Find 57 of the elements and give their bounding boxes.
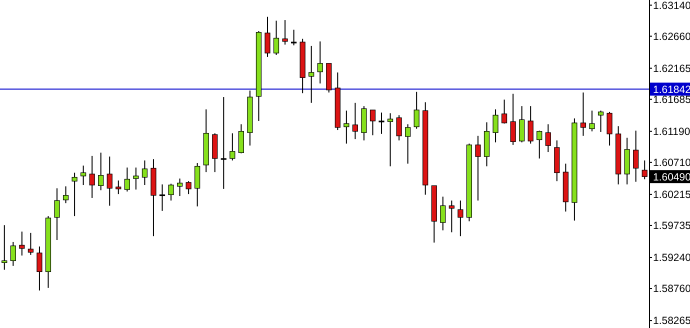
candlestick bbox=[80, 165, 86, 186]
candlestick bbox=[133, 167, 139, 190]
candlestick bbox=[344, 110, 350, 144]
candlestick bbox=[396, 114, 402, 141]
candlestick bbox=[405, 124, 411, 164]
candlestick bbox=[291, 29, 297, 46]
candlestick bbox=[589, 110, 595, 132]
candlestick bbox=[186, 180, 192, 195]
candlestick bbox=[36, 246, 42, 291]
candlestick bbox=[598, 110, 604, 132]
candlestick bbox=[142, 160, 148, 186]
candlestick bbox=[264, 16, 270, 58]
candlestick bbox=[28, 232, 34, 256]
candlestick bbox=[116, 180, 122, 195]
candlestick bbox=[89, 155, 95, 198]
candlestick bbox=[352, 102, 358, 140]
candlestick bbox=[212, 132, 218, 173]
candlestick bbox=[106, 156, 112, 206]
candlestick bbox=[519, 106, 525, 143]
candlestick bbox=[220, 96, 226, 190]
candlestick bbox=[168, 183, 174, 202]
candlestick bbox=[2, 224, 8, 270]
candlestick bbox=[317, 40, 323, 84]
candlestick bbox=[159, 184, 166, 212]
candlestick bbox=[536, 130, 542, 159]
candlestick bbox=[72, 172, 78, 217]
candlestick bbox=[510, 93, 516, 146]
candlestick bbox=[361, 106, 367, 141]
candlestick bbox=[475, 135, 481, 202]
candlestick bbox=[10, 241, 16, 266]
candlestick bbox=[458, 200, 464, 237]
candlestick bbox=[501, 99, 508, 124]
candlestick bbox=[282, 20, 288, 46]
candlestick bbox=[492, 108, 498, 143]
candlestick bbox=[308, 45, 314, 104]
candlestick bbox=[440, 196, 446, 231]
candlestick bbox=[448, 200, 454, 233]
candlestick bbox=[606, 111, 612, 146]
candlestick bbox=[176, 178, 183, 197]
candlestick bbox=[19, 231, 25, 256]
candlestick bbox=[387, 112, 394, 167]
candlestick bbox=[414, 91, 420, 130]
candlestick bbox=[194, 162, 200, 207]
candlestick bbox=[528, 106, 534, 144]
candlestick bbox=[580, 92, 586, 136]
candlestick bbox=[230, 132, 236, 161]
candlestick bbox=[370, 109, 376, 136]
candlestick bbox=[545, 124, 551, 153]
candlestick bbox=[54, 188, 60, 241]
candlestick bbox=[633, 130, 639, 182]
candlestick bbox=[238, 124, 244, 154]
candlestick bbox=[378, 112, 384, 134]
y-tick-label: 1.61190 bbox=[653, 126, 690, 138]
candlestick bbox=[98, 152, 104, 191]
candlestick bbox=[124, 167, 130, 192]
candlestick bbox=[62, 186, 69, 204]
candlestick bbox=[273, 20, 280, 56]
